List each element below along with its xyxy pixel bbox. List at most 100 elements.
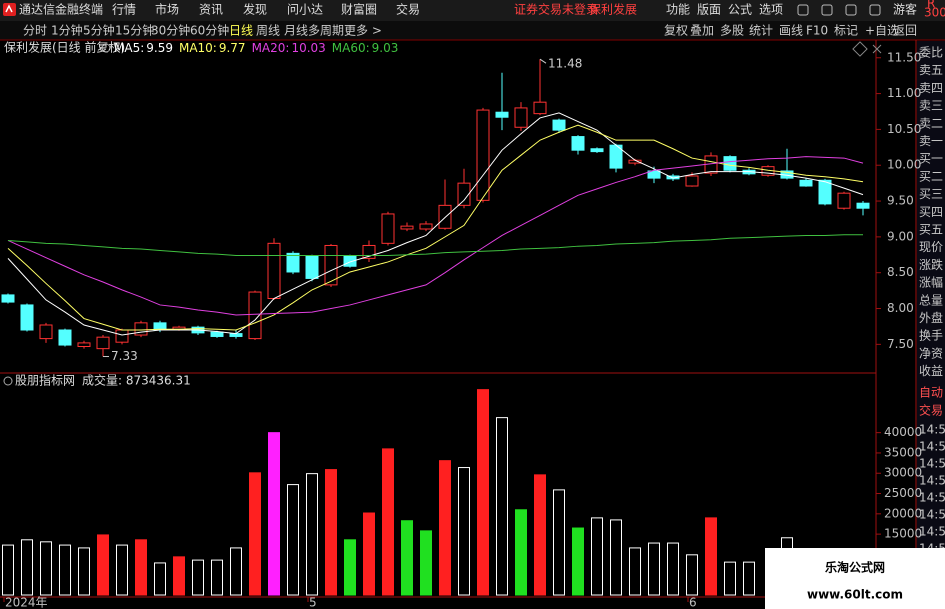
tick-time: 14:56 <box>919 423 945 437</box>
indicator-icon[interactable] <box>3 376 13 386</box>
candle-body <box>723 156 737 171</box>
max-annotation: 11.48 <box>548 57 582 71</box>
diamond-icon[interactable] <box>852 41 868 57</box>
logo-glyph <box>5 4 13 13</box>
menu-right-item[interactable]: 版面 <box>697 3 721 17</box>
quote-label: 现价 <box>919 240 943 254</box>
volume-bar <box>667 542 679 596</box>
volume-bar <box>40 541 52 596</box>
max-pointer <box>539 58 547 64</box>
legend-name: MA20: <box>252 41 290 55</box>
side-tab[interactable]: 自动 <box>919 386 943 400</box>
toolbar-button[interactable]: 叠加 <box>690 24 714 38</box>
menu-right-item[interactable]: 功能 <box>666 3 690 17</box>
candle-body <box>685 175 699 187</box>
candle-body <box>837 192 851 209</box>
logo-text: 通达信金融终端 <box>19 2 103 17</box>
volume-bar <box>325 469 337 596</box>
candle-body <box>77 342 91 347</box>
candle-body <box>39 324 53 340</box>
volume-y-tick-label: 35000 <box>884 445 922 459</box>
watermark-url: www.60lt.com <box>807 588 903 602</box>
volume-bar <box>287 484 299 596</box>
menu-item[interactable]: 市场 <box>155 2 179 17</box>
indicator-value: 成交量: 873436.31 <box>82 373 191 388</box>
candle-body <box>818 179 832 205</box>
menu-right-item[interactable]: 公式 <box>728 3 752 17</box>
period-button[interactable]: 15分钟 <box>115 23 154 38</box>
volume-bar <box>515 509 527 596</box>
x-tick-label: 5 <box>309 596 317 609</box>
logo-icon <box>3 3 16 16</box>
ma-icon[interactable] <box>101 43 111 53</box>
candle-body <box>20 304 34 331</box>
menu-item[interactable]: 问小达 <box>287 3 323 17</box>
quote-label: 买三 <box>919 187 943 201</box>
toolbar-button[interactable]: +自选 <box>865 24 899 38</box>
period-button[interactable]: 分时 <box>23 24 47 38</box>
watermark-box <box>765 548 945 609</box>
period-button[interactable]: 更多 > <box>344 24 382 38</box>
menu-item[interactable]: 资讯 <box>199 3 223 17</box>
candle-body <box>286 252 300 273</box>
menu-item[interactable]: 交易 <box>396 2 420 17</box>
candle-body <box>381 213 395 244</box>
toolbar-button[interactable]: 复权 <box>664 24 688 38</box>
period-button[interactable]: 周线 <box>256 24 280 38</box>
ma-line <box>7 124 864 331</box>
indicator-title: 股朋指标网 <box>15 373 75 388</box>
menu-right-item[interactable]: 选项 <box>759 3 783 17</box>
user-label[interactable]: 游客 <box>893 2 917 17</box>
menu-item[interactable]: 发现 <box>243 2 267 17</box>
menu-bar <box>0 0 945 21</box>
candle-body <box>210 331 224 337</box>
window-icon[interactable] <box>821 4 833 16</box>
toolbar-button[interactable]: 返回 <box>893 24 917 38</box>
quote-label: 卖二 <box>919 116 943 130</box>
toolbar-button[interactable]: 画线 <box>779 24 803 38</box>
toolbar-button[interactable]: 标记 <box>834 24 858 38</box>
period-button[interactable]: 5分钟 <box>83 23 115 38</box>
login-notice[interactable]: 保利发展 <box>589 2 637 17</box>
side-tab[interactable]: 交易 <box>919 403 943 418</box>
period-button[interactable]: 多周期 <box>308 24 344 38</box>
login-notice: 证券交易未登录 <box>514 2 598 17</box>
toolbar-button[interactable]: 统计 <box>749 24 773 38</box>
volume-bar <box>686 554 698 596</box>
candle-body <box>495 111 509 118</box>
period-button[interactable]: 60分钟 <box>190 23 229 38</box>
period-button[interactable]: 1分钟 <box>51 23 83 38</box>
candle-body <box>856 202 870 209</box>
quote-label: 净资 <box>919 346 943 360</box>
window-icon[interactable] <box>845 4 857 16</box>
volume-bar <box>173 556 185 596</box>
close-icon[interactable] <box>872 44 882 54</box>
tick-time: 14:56 <box>919 525 945 539</box>
volume-y-tick-label: 40000 <box>884 425 922 439</box>
candle-body <box>400 225 414 230</box>
period-button[interactable]: 日线 <box>229 24 253 38</box>
candle-body <box>1 294 15 303</box>
quote-label: 卖三 <box>919 99 943 113</box>
menu-item[interactable]: 行情 <box>112 3 136 17</box>
candle-body <box>590 148 604 153</box>
y-tick-label: 11.00 <box>887 86 921 100</box>
quote-label: 外盘 <box>919 310 943 325</box>
ma-line <box>7 112 864 336</box>
window-icon[interactable] <box>797 4 809 16</box>
period-button[interactable]: 30分钟 <box>151 23 190 38</box>
candle-body <box>438 204 452 229</box>
x-tick-label: 2024年 <box>5 596 48 609</box>
quote-label: 收益 <box>919 364 943 378</box>
toolbar-button[interactable]: F10 <box>806 24 828 38</box>
menu-item[interactable]: 财富圈 <box>341 2 377 17</box>
volume-bar <box>268 432 280 596</box>
period-button[interactable]: 月线 <box>284 24 308 38</box>
volume-bar <box>439 460 451 596</box>
toolbar-button[interactable]: 多股 <box>720 24 744 38</box>
y-tick-label: 8.00 <box>887 301 914 315</box>
toolbar <box>0 21 945 40</box>
y-tick-label: 10.50 <box>887 122 921 136</box>
window-icon[interactable] <box>869 4 881 16</box>
